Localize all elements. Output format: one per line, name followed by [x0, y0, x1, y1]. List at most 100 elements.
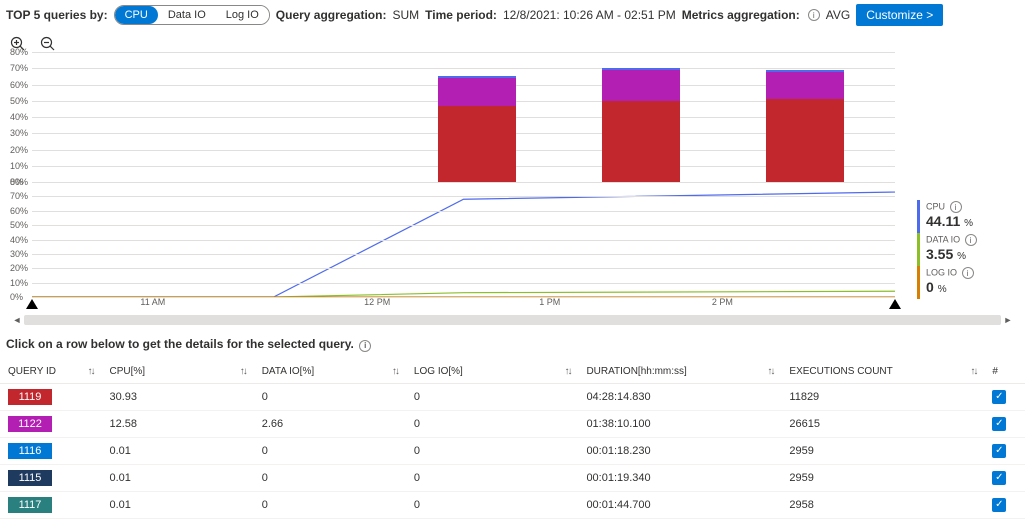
table-row[interactable]: 11150.010000:01:19.3402959✓	[0, 464, 1025, 491]
sort-icon[interactable]: ↑↓	[392, 366, 398, 377]
gridline	[32, 254, 895, 255]
row-checkbox[interactable]: ✓	[992, 444, 1006, 458]
y-axis-label: 20%	[10, 263, 28, 273]
gridline	[32, 283, 895, 284]
row-checkbox[interactable]: ✓	[992, 471, 1006, 485]
cell-duration: 00:01:44.700	[578, 491, 781, 518]
column-header[interactable]: CPU[%]↑↓	[101, 360, 253, 384]
gridline	[32, 196, 895, 197]
cell-dataio: 0	[254, 464, 406, 491]
cell-dataio: 0	[254, 491, 406, 518]
zoom-out-icon[interactable]	[40, 36, 56, 52]
legend-item-data-io[interactable]: DATA IO i3.55 %	[917, 233, 1017, 266]
column-header[interactable]: DATA IO[%]↑↓	[254, 360, 406, 384]
bar-cap	[438, 76, 516, 78]
cell-query-id: 1122	[0, 410, 101, 437]
y-axis-label: 70%	[10, 191, 28, 201]
bar-chart: 0%10%20%30%40%50%60%70%80%	[32, 52, 895, 182]
table-row[interactable]: 11170.010000:01:44.7002958✓	[0, 491, 1025, 518]
cell-check: ✓	[984, 383, 1025, 410]
info-icon[interactable]: i	[359, 340, 371, 352]
gridline	[32, 225, 895, 226]
sort-icon[interactable]: ↑↓	[87, 366, 93, 377]
column-header[interactable]: QUERY ID↑↓	[0, 360, 101, 384]
column-header[interactable]: LOG IO[%]↑↓	[406, 360, 579, 384]
y-axis-label: 60%	[10, 206, 28, 216]
sort-icon[interactable]: ↑↓	[970, 366, 976, 377]
metrics-agg-label: Metrics aggregation:	[682, 8, 800, 22]
gridline	[32, 211, 895, 212]
table-row[interactable]: 111930.930004:28:14.83011829✓	[0, 383, 1025, 410]
sort-icon[interactable]: ↑↓	[767, 366, 773, 377]
info-icon[interactable]: i	[962, 267, 974, 279]
column-header[interactable]: DURATION[hh:mm:ss]↑↓	[578, 360, 781, 384]
bar-segment	[766, 72, 844, 100]
scroll-right-icon[interactable]: ►	[1001, 315, 1015, 325]
cell-dataio: 0	[254, 383, 406, 410]
cell-executions: 2959	[781, 437, 984, 464]
customize-button[interactable]: Customize >	[856, 4, 943, 26]
cell-query-id: 1117	[0, 491, 101, 518]
info-icon[interactable]: i	[965, 234, 977, 246]
row-checkbox[interactable]: ✓	[992, 498, 1006, 512]
query-id-badge: 1119	[8, 389, 52, 405]
pill-log-io[interactable]: Log IO	[216, 6, 269, 24]
scroll-left-icon[interactable]: ◄	[10, 315, 24, 325]
metrics-agg-value: AVG	[826, 8, 850, 22]
gridline	[32, 240, 895, 241]
bar-group[interactable]	[766, 52, 844, 182]
cell-query-id: 1119	[0, 383, 101, 410]
column-header[interactable]: EXECUTIONS COUNT↑↓	[781, 360, 984, 384]
x-axis-label: 2 PM	[712, 297, 733, 307]
horizontal-scrollbar[interactable]: ◄ ►	[10, 313, 1015, 327]
x-axis-label: 12 PM	[364, 297, 390, 307]
cell-dataio: 2.66	[254, 410, 406, 437]
legend-item-log-io[interactable]: LOG IO i0 %	[917, 266, 1017, 299]
cell-cpu: 0.01	[101, 464, 253, 491]
cell-query-id: 1116	[0, 437, 101, 464]
cell-duration: 00:01:18.230	[578, 437, 781, 464]
legend-item-cpu[interactable]: CPU i44.11 %	[917, 200, 1017, 233]
query-id-badge: 1115	[8, 470, 52, 486]
y-axis-label: 70%	[10, 63, 28, 73]
legend-value: 44.11 %	[926, 213, 1017, 229]
column-header[interactable]: #	[984, 360, 1025, 384]
info-icon[interactable]: i	[808, 9, 820, 21]
row-checkbox[interactable]: ✓	[992, 390, 1006, 404]
pill-data-io[interactable]: Data IO	[158, 6, 216, 24]
y-axis-label: 10%	[10, 278, 28, 288]
cell-check: ✓	[984, 491, 1025, 518]
cell-cpu: 0.01	[101, 437, 253, 464]
legend-label: LOG IO i	[926, 267, 1017, 279]
row-checkbox[interactable]: ✓	[992, 417, 1006, 431]
range-handle-right[interactable]	[889, 299, 901, 309]
sort-icon[interactable]: ↑↓	[564, 366, 570, 377]
cell-query-id: 1115	[0, 464, 101, 491]
cell-executions: 26615	[781, 410, 984, 437]
scroll-track[interactable]	[24, 315, 1001, 325]
top-toolbar: TOP 5 queries by: CPUData IOLog IO Query…	[0, 0, 1025, 30]
sort-icon[interactable]: ↑↓	[240, 366, 246, 377]
range-handle-left[interactable]	[26, 299, 38, 309]
x-axis-label: 11 AM	[140, 297, 165, 307]
table-row[interactable]: 11160.010000:01:18.2302959✓	[0, 437, 1025, 464]
y-axis-label: 10%	[10, 161, 28, 171]
cell-cpu: 12.58	[101, 410, 253, 437]
y-axis-label: 60%	[10, 80, 28, 90]
cell-check: ✓	[984, 410, 1025, 437]
cell-executions: 2958	[781, 491, 984, 518]
cell-logio: 0	[406, 437, 579, 464]
pill-cpu[interactable]: CPU	[115, 6, 158, 24]
query-agg-label: Query aggregation:	[276, 8, 387, 22]
cell-executions: 2959	[781, 464, 984, 491]
y-axis-label: 80%	[10, 177, 28, 187]
gridline	[32, 182, 895, 183]
cell-duration: 01:38:10.100	[578, 410, 781, 437]
bar-group[interactable]	[438, 52, 516, 182]
bar-group[interactable]	[602, 52, 680, 182]
table-body: 111930.930004:28:14.83011829✓112212.582.…	[0, 383, 1025, 518]
metrics-legend: CPU i44.11 %DATA IO i3.55 %LOG IO i0 %	[917, 200, 1017, 299]
table-row[interactable]: 112212.582.66001:38:10.10026615✓	[0, 410, 1025, 437]
cell-cpu: 0.01	[101, 491, 253, 518]
info-icon[interactable]: i	[950, 201, 962, 213]
